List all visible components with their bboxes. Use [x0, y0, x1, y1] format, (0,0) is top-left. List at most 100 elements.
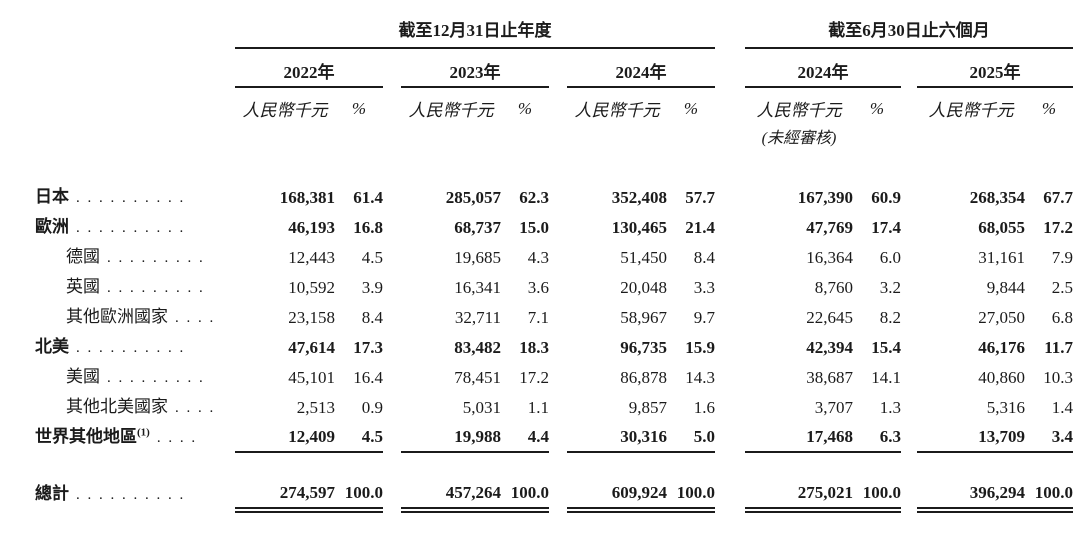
row-label: 其他歐洲國家 [66, 307, 168, 326]
percent-cell: 7.9 [1051, 247, 1074, 267]
amount-cell: 83,482 [454, 337, 501, 357]
percent-header: % [1041, 98, 1057, 118]
row-label: 總計 [35, 484, 69, 503]
percent-header: % [869, 98, 885, 118]
amount-cell: 609,924 [567, 478, 667, 513]
amount-unit-header: 人民幣千元 [756, 101, 842, 120]
percent-cell: 16.8 [353, 217, 383, 237]
percent-cell: 17.2 [1043, 217, 1074, 237]
amount-cell: 30,316 [567, 422, 667, 453]
percent-cell: 8.4 [693, 247, 715, 267]
spacer-cell [549, 48, 567, 87]
amount-cell: 40,860 [978, 367, 1025, 387]
amount-cell: 19,685 [454, 247, 501, 267]
amount-cell: 96,735 [620, 337, 667, 357]
amount-cell: 22,645 [806, 307, 853, 327]
dot-leader: . . . . . . . . . . [76, 190, 186, 206]
percent-cell: 15.4 [871, 337, 901, 357]
percent-cell: 9.7 [693, 307, 715, 327]
percent-cell: 4.4 [501, 422, 549, 453]
percent-cell: 100.0 [335, 478, 383, 513]
unaudited-note: (未經審核) [761, 130, 837, 147]
revenue-by-region-table: 截至12月31日止年度 截至6月30日止六個月 2022年 2023年 2024… [35, 14, 1074, 513]
percent-cell: 0.9 [361, 397, 383, 417]
dot-leader: . . . . [175, 310, 216, 326]
amount-cell: 10,592 [288, 277, 335, 297]
percent-cell: 3.9 [361, 277, 383, 297]
percent-cell: 4.5 [361, 247, 383, 267]
percent-cell: 5.0 [667, 422, 715, 453]
percent-cell: 100.0 [1025, 478, 1074, 513]
amount-cell: 285,057 [445, 187, 501, 207]
row-label: 美國 [66, 367, 100, 386]
dot-leader: . . . . . . . . . [107, 280, 205, 296]
percent-cell: 11.7 [1044, 337, 1074, 357]
percent-cell: 61.4 [353, 187, 383, 207]
header-body-gap [35, 148, 1073, 182]
percent-cell: 3.6 [527, 277, 549, 297]
year-header-2023: 2023年 [401, 48, 549, 88]
amount-cell: 9,857 [628, 397, 667, 417]
amount-cell: 274,597 [235, 478, 335, 513]
row-uk: 英國 . . . . . . . . . 10,592 3.9 16,341 3.… [35, 272, 1073, 302]
row-rest-of-world: 世界其他地區(1) . . . . 12,409 4.5 19,988 4.4 3… [35, 422, 1074, 453]
percent-cell: 57.7 [685, 187, 715, 207]
percent-cell: 15.0 [519, 217, 549, 237]
amount-cell: 47,614 [288, 337, 335, 357]
amount-cell: 12,409 [235, 422, 335, 453]
year-header-2025-interim: 2025年 [917, 48, 1074, 88]
amount-cell: 275,021 [745, 478, 853, 513]
amount-cell: 13,709 [917, 422, 1025, 453]
percent-cell: 15.9 [685, 337, 715, 357]
document-page: 截至12月31日止年度 截至6月30日止六個月 2022年 2023年 2024… [35, 14, 1074, 513]
year-header-2024-interim: 2024年 [745, 48, 901, 88]
row-us: 美國 . . . . . . . . . 45,101 16.4 78,451 1… [35, 362, 1073, 392]
amount-cell: 457,264 [401, 478, 501, 513]
percent-cell: 10.3 [1043, 367, 1074, 387]
amount-cell: 19,988 [401, 422, 501, 453]
amount-cell: 46,176 [978, 337, 1025, 357]
percent-cell: 67.7 [1043, 187, 1074, 207]
percent-cell: 6.3 [853, 422, 901, 453]
amount-unit-header: 人民幣千元 [574, 101, 660, 120]
amount-cell: 46,193 [288, 217, 335, 237]
row-europe: 歐洲 . . . . . . . . . . 46,193 16.8 68,737… [35, 212, 1073, 242]
amount-cell: 58,967 [620, 307, 667, 327]
amount-unit-header: 人民幣千元 [242, 101, 328, 120]
percent-cell: 1.4 [1051, 397, 1074, 417]
percent-cell: 18.3 [519, 337, 549, 357]
row-label: 日本 [35, 187, 69, 206]
row-label: 英國 [66, 277, 100, 296]
percent-cell: 17.3 [353, 337, 383, 357]
period-group-annual: 截至12月31日止年度 [235, 14, 715, 49]
percent-cell: 4.3 [527, 247, 549, 267]
dot-leader: . . . . [156, 430, 198, 446]
spacer-cell [383, 48, 401, 87]
amount-cell: 2,513 [296, 397, 335, 417]
amount-unit-header: 人民幣千元 [408, 101, 494, 120]
amount-cell: 23,158 [288, 307, 335, 327]
spacer-cell [715, 48, 745, 87]
percent-cell: 100.0 [501, 478, 549, 513]
percent-cell: 60.9 [871, 187, 901, 207]
percent-cell: 8.4 [361, 307, 383, 327]
percent-cell: 7.1 [527, 307, 549, 327]
row-label: 德國 [66, 247, 100, 266]
amount-cell: 16,364 [806, 247, 853, 267]
amount-unit-header: 人民幣千元 [928, 101, 1014, 120]
percent-cell: 3.4 [1025, 422, 1074, 453]
pre-total-gap [35, 452, 1073, 478]
amount-cell: 17,468 [745, 422, 853, 453]
amount-cell: 32,711 [454, 307, 501, 327]
amount-cell: 130,465 [611, 217, 667, 237]
year-header-row: 2022年 2023年 2024年 2024年 2025年 [35, 48, 1074, 88]
amount-cell: 42,394 [806, 337, 853, 357]
amount-cell: 16,341 [454, 277, 501, 297]
spacer-cell [901, 48, 917, 87]
percent-cell: 14.3 [685, 367, 715, 387]
percent-cell: 6.8 [1051, 307, 1074, 327]
row-label: 北美 [35, 337, 69, 356]
dot-leader: . . . . . . . . . . [76, 340, 186, 356]
amount-cell: 51,450 [620, 247, 667, 267]
amount-cell: 38,687 [806, 367, 853, 387]
